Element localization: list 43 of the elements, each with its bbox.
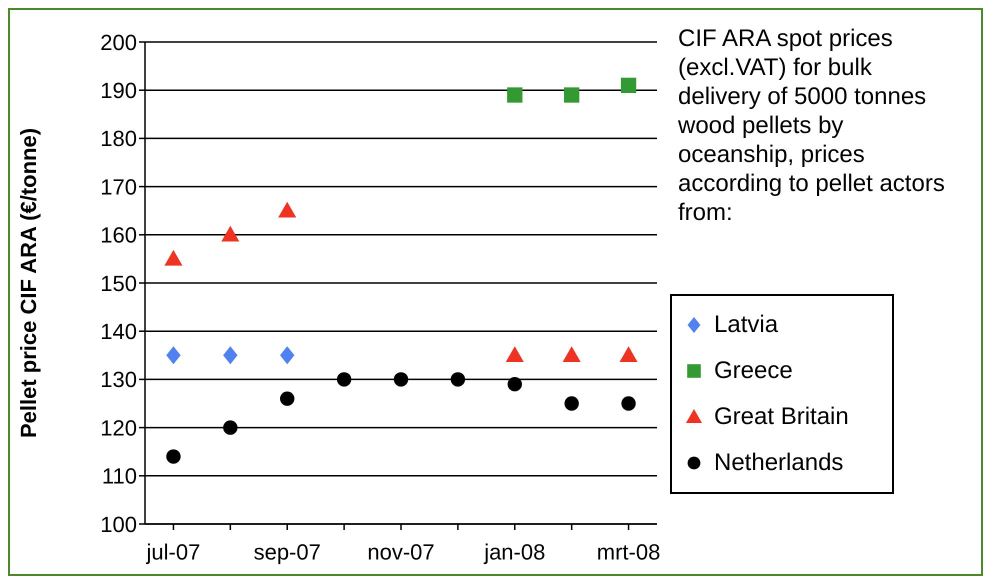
point — [564, 87, 580, 103]
x-tick-label: mrt-08 — [596, 540, 660, 565]
point — [223, 346, 238, 364]
y-tick-label: 160 — [100, 222, 137, 248]
point — [394, 372, 408, 387]
point — [508, 377, 522, 392]
point — [221, 226, 240, 242]
y-tick-label: 110 — [102, 464, 137, 489]
point — [564, 396, 579, 411]
point — [278, 202, 296, 218]
point — [450, 372, 466, 387]
point — [620, 346, 638, 362]
point — [562, 346, 581, 362]
x-tick-label: nov-07 — [367, 540, 435, 565]
point — [336, 372, 352, 387]
legend-label: Greece — [714, 357, 793, 385]
y-tick-label: 130 — [100, 367, 137, 392]
legend-label: Great Britain — [714, 403, 849, 431]
point — [223, 420, 238, 435]
legend-label: Netherlands — [714, 449, 844, 477]
y-tick-label: 190 — [100, 78, 137, 104]
y-tick-label: 200 — [100, 30, 137, 55]
point — [166, 449, 181, 464]
y-tick-label: 100 — [100, 512, 137, 537]
y-axis-title: Pellet price CIF ARA (€/tonne) — [16, 128, 41, 438]
y-tick-label: 120 — [100, 415, 137, 440]
point — [164, 250, 182, 266]
point — [620, 78, 636, 94]
y-tick-label: 140 — [100, 319, 137, 344]
y-tick-label: 150 — [100, 270, 137, 296]
y-tick-label: 170 — [100, 174, 137, 200]
legend-label: Latvia — [714, 311, 778, 339]
x-tick-label: jan-08 — [483, 540, 546, 565]
point — [166, 346, 181, 364]
y-tick-label: 180 — [100, 126, 137, 152]
x-tick-label: sep-07 — [254, 540, 321, 565]
point — [506, 346, 524, 362]
text: CIF ARA spot prices (excl.VAT) for bulk delivery of 5000 tonnes wood pellets by oceanship, prices according to pellet actors from: — [678, 24, 946, 227]
x-tick-label: jul-07 — [146, 540, 200, 565]
point — [280, 391, 294, 406]
point — [280, 346, 294, 364]
point — [507, 87, 522, 103]
point — [621, 396, 636, 411]
